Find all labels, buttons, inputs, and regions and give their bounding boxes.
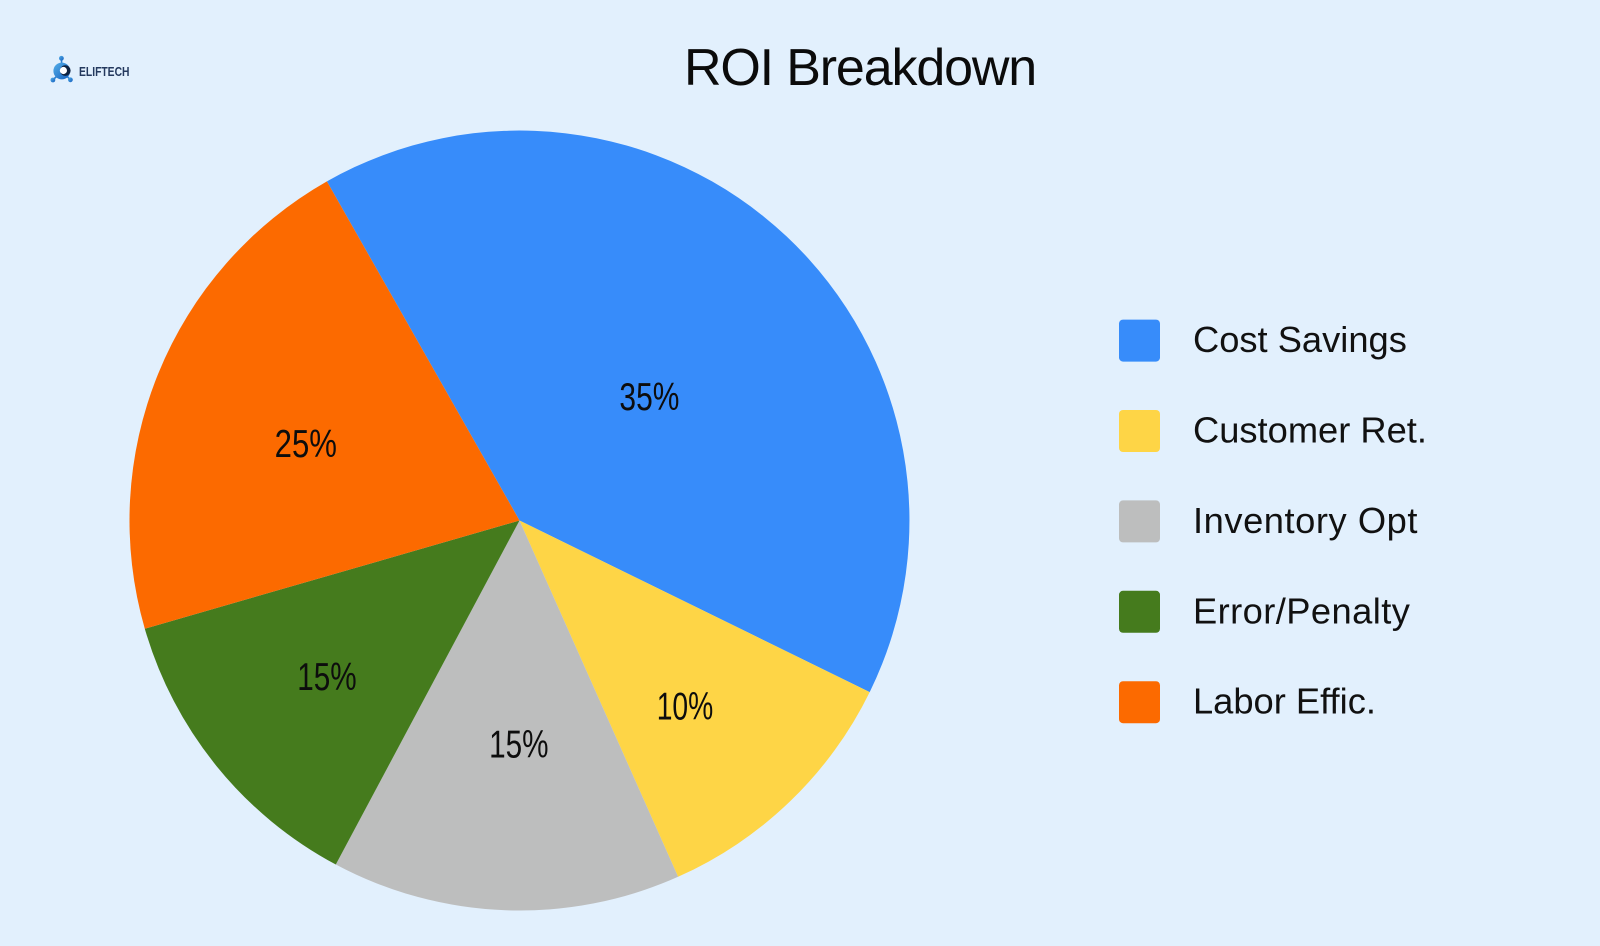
- svg-text:Inventory Opt: Inventory Opt: [1193, 500, 1418, 541]
- svg-text:15%: 15%: [489, 724, 548, 767]
- svg-text:Cost Savings: Cost Savings: [1193, 319, 1407, 360]
- svg-text:25%: 25%: [275, 423, 337, 466]
- svg-text:ELIFTECH: ELIFTECH: [79, 64, 129, 80]
- svg-text:ROI Breakdown: ROI Breakdown: [684, 39, 1036, 97]
- svg-text:35%: 35%: [619, 376, 679, 418]
- svg-text:Customer Ret.: Customer Ret.: [1193, 410, 1427, 451]
- svg-text:10%: 10%: [657, 685, 714, 728]
- svg-text:Labor Effic.: Labor Effic.: [1193, 681, 1376, 722]
- svg-text:15%: 15%: [297, 656, 356, 699]
- svg-text:Error/Penalty: Error/Penalty: [1193, 590, 1411, 631]
